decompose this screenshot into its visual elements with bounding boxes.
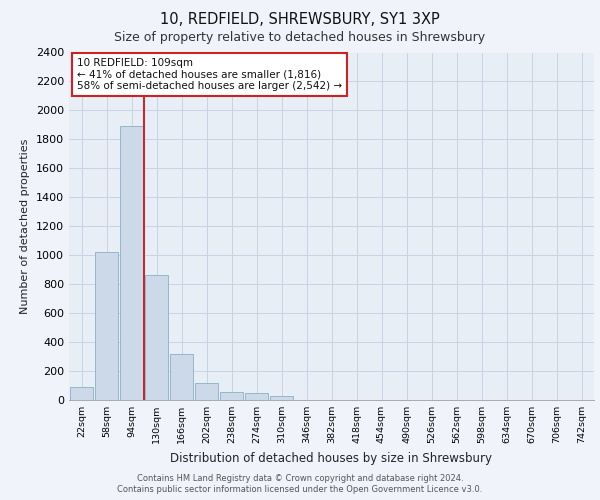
Text: Contains HM Land Registry data © Crown copyright and database right 2024.
Contai: Contains HM Land Registry data © Crown c… bbox=[118, 474, 482, 494]
Bar bbox=[70, 387, 94, 400]
Y-axis label: Number of detached properties: Number of detached properties bbox=[20, 138, 31, 314]
Text: 10, REDFIELD, SHREWSBURY, SY1 3XP: 10, REDFIELD, SHREWSBURY, SY1 3XP bbox=[160, 12, 440, 26]
Text: 10 REDFIELD: 109sqm
← 41% of detached houses are smaller (1,816)
58% of semi-det: 10 REDFIELD: 109sqm ← 41% of detached ho… bbox=[77, 58, 342, 91]
Bar bbox=[170, 354, 193, 400]
Bar bbox=[220, 392, 244, 400]
Bar bbox=[194, 384, 218, 400]
X-axis label: Distribution of detached houses by size in Shrewsbury: Distribution of detached houses by size … bbox=[170, 452, 493, 464]
Bar bbox=[145, 276, 169, 400]
Text: Size of property relative to detached houses in Shrewsbury: Size of property relative to detached ho… bbox=[115, 31, 485, 44]
Bar bbox=[95, 252, 118, 400]
Bar bbox=[269, 396, 293, 400]
Bar bbox=[119, 126, 143, 400]
Bar bbox=[245, 394, 268, 400]
